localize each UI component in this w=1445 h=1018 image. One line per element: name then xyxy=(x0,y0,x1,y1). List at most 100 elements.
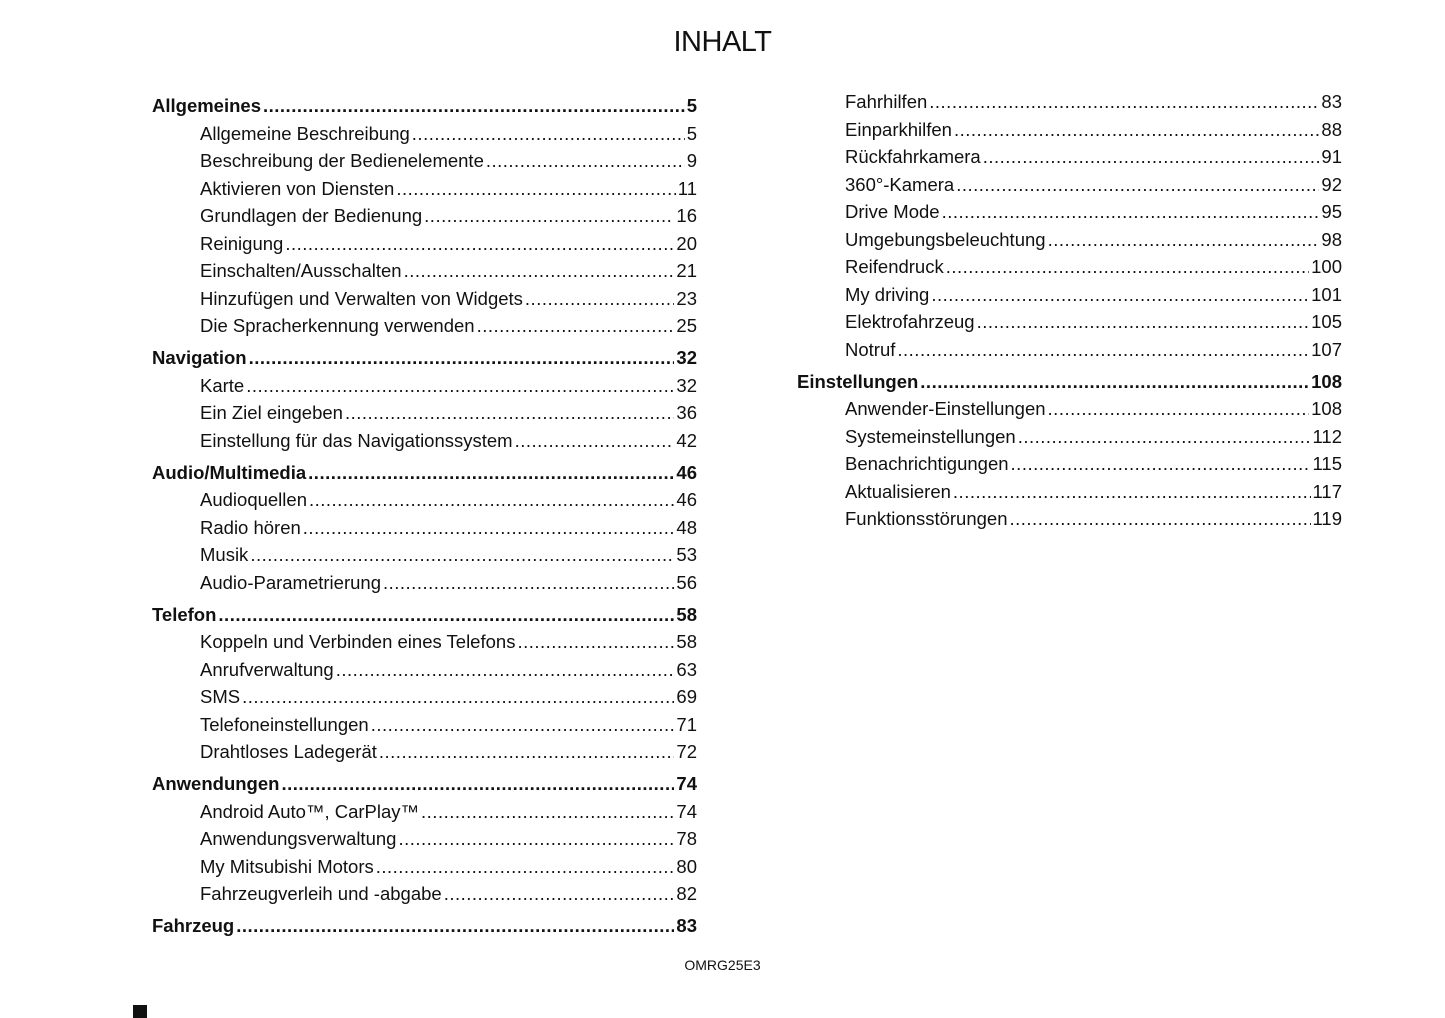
toc-entry[interactable]: Aktualisieren 117 xyxy=(797,478,1342,506)
toc-entry[interactable]: Aktivieren von Diensten 11 xyxy=(152,175,697,203)
toc-entry[interactable]: Die Spracherkennung verwenden 25 xyxy=(152,312,697,340)
toc-label: Rückfahrkamera xyxy=(845,146,981,167)
dot-leader xyxy=(525,285,675,313)
toc-entry[interactable]: Rückfahrkamera 91 xyxy=(797,143,1342,171)
toc-label: My Mitsubishi Motors xyxy=(200,855,374,877)
toc-page-number: 119 xyxy=(1312,508,1343,529)
dot-leader xyxy=(897,336,1309,364)
toc-entry[interactable]: Funktionsstörungen 119 xyxy=(797,505,1342,533)
toc-entry[interactable]: Grundlagen der Bedienung 16 xyxy=(152,202,697,230)
dot-leader xyxy=(942,198,1320,226)
dot-leader xyxy=(1018,423,1311,451)
toc-page-number: 46 xyxy=(676,489,697,510)
toc-entry[interactable]: Benachrichtigungen 115 xyxy=(797,450,1342,478)
toc-label: Benachrichtigungen xyxy=(845,453,1009,474)
dot-leader xyxy=(246,372,674,400)
toc-page-number: 82 xyxy=(676,883,697,904)
toc-page-number: 48 xyxy=(676,516,697,538)
toc-entry[interactable]: Musik 53 xyxy=(152,541,697,569)
toc-label: Navigation xyxy=(152,347,247,368)
toc-entry[interactable]: Allgemeine Beschreibung 5 xyxy=(152,120,697,148)
toc-section[interactable]: Fahrzeug 83 xyxy=(152,912,697,940)
dot-leader xyxy=(396,175,675,203)
toc-entry[interactable]: Android Auto™, CarPlay™ 74 xyxy=(152,798,697,826)
toc-entry[interactable]: 360°-Kamera 92 xyxy=(797,171,1342,199)
toc-label: Hinzufügen und Verwalten von Widgets xyxy=(200,287,523,309)
toc-entry[interactable]: Elektrofahrzeug 105 xyxy=(797,308,1342,336)
toc-entry[interactable]: Audio-Parametrierung 56 xyxy=(152,569,697,597)
toc-page-number: 115 xyxy=(1312,453,1343,474)
toc-entry[interactable]: Reifendruck 100 xyxy=(797,253,1342,281)
dot-leader xyxy=(281,770,674,798)
toc-entry[interactable]: Umgebungsbeleuchtung 98 xyxy=(797,226,1342,254)
toc-page-number: 56 xyxy=(676,571,697,593)
toc-page-number: 71 xyxy=(676,713,697,735)
toc-entry[interactable]: My driving 101 xyxy=(797,281,1342,309)
toc-entry[interactable]: Fahrhilfen 83 xyxy=(797,88,1342,116)
document-code: OMRG25E3 xyxy=(684,957,761,973)
toc-entry[interactable]: Notruf 107 xyxy=(797,336,1342,364)
toc-label: Drahtloses Ladegerät xyxy=(200,741,377,762)
toc-entry[interactable]: Fahrzeugverleih und -abgabe 82 xyxy=(152,880,697,908)
dot-leader xyxy=(309,486,674,514)
toc-label: Anrufverwaltung xyxy=(200,658,334,680)
toc-section[interactable]: Einstellungen 108 xyxy=(797,368,1342,396)
toc-entry[interactable]: Systemeinstellungen 112 xyxy=(797,423,1342,451)
toc-entry[interactable]: Anwendungsverwaltung 78 xyxy=(152,825,697,853)
toc-section[interactable]: Anwendungen 74 xyxy=(152,770,697,798)
toc-label: Einparkhilfen xyxy=(845,118,952,140)
toc-label: Die Spracherkennung verwenden xyxy=(200,315,475,336)
dot-leader xyxy=(303,514,675,542)
toc-entry[interactable]: Einstellung für das Navigationssystem 42 xyxy=(152,427,697,455)
toc-page-number: 95 xyxy=(1321,201,1342,222)
toc-page-number: 117 xyxy=(1312,480,1343,502)
toc-entry[interactable]: Telefoneinstellungen 71 xyxy=(152,711,697,739)
toc-entry[interactable]: Reinigung 20 xyxy=(152,230,697,258)
dot-leader xyxy=(953,478,1311,506)
toc-entry[interactable]: My Mitsubishi Motors 80 xyxy=(152,853,697,881)
toc-entry[interactable]: Karte 32 xyxy=(152,372,697,400)
toc-section[interactable]: Telefon 58 xyxy=(152,601,697,629)
toc-section[interactable]: Navigation 32 xyxy=(152,344,697,372)
toc-page-number: 80 xyxy=(676,855,697,877)
toc-section[interactable]: Allgemeines 5 xyxy=(152,92,697,120)
toc-label: Musik xyxy=(200,544,249,565)
page-title: INHALT xyxy=(673,26,772,58)
toc-entry[interactable]: Anwender-Einstellungen 108 xyxy=(797,395,1342,423)
toc-page-number: 5 xyxy=(686,95,697,116)
toc-entry[interactable]: Radio hören 48 xyxy=(152,514,697,542)
toc-label: Allgemeines xyxy=(152,95,261,116)
dot-leader xyxy=(379,738,675,766)
toc-label: Audioquellen xyxy=(200,489,307,510)
dot-leader xyxy=(345,399,674,427)
toc-entry[interactable]: Beschreibung der Bedienelemente 9 xyxy=(152,147,697,175)
toc-entry[interactable]: Drahtloses Ladegerät 72 xyxy=(152,738,697,766)
toc-page-number: 46 xyxy=(676,461,697,483)
toc-entry[interactable]: Einparkhilfen 88 xyxy=(797,116,1342,144)
dot-leader xyxy=(371,711,675,739)
toc-section[interactable]: Audio/Multimedia 46 xyxy=(152,459,697,487)
toc-page-number: 101 xyxy=(1311,283,1342,305)
dot-leader xyxy=(404,257,675,285)
toc-entry[interactable]: SMS 69 xyxy=(152,683,697,711)
toc-entry[interactable]: Koppeln und Verbinden eines Telefons 58 xyxy=(152,628,697,656)
dot-leader xyxy=(336,656,675,684)
toc-page-number: 58 xyxy=(676,603,697,625)
toc-page-number: 100 xyxy=(1311,256,1342,277)
toc-entry[interactable]: Audioquellen 46 xyxy=(152,486,697,514)
toc-label: Notruf xyxy=(845,338,896,360)
toc-label: SMS xyxy=(200,686,241,707)
toc-entry[interactable]: Ein Ziel eingeben 36 xyxy=(152,399,697,427)
dot-leader xyxy=(954,116,1319,144)
toc-entry[interactable]: Einschalten/Ausschalten 21 xyxy=(152,257,697,285)
dot-leader xyxy=(412,120,685,148)
dot-leader xyxy=(444,880,675,908)
dot-leader xyxy=(218,601,674,629)
dot-leader xyxy=(983,143,1320,171)
toc-entry[interactable]: Drive Mode 95 xyxy=(797,198,1342,226)
toc-label: Anwender-Einstellungen xyxy=(845,398,1046,419)
toc-entry[interactable]: Hinzufügen und Verwalten von Widgets 23 xyxy=(152,285,697,313)
toc-entry[interactable]: Anrufverwaltung 63 xyxy=(152,656,697,684)
dot-leader xyxy=(1048,226,1320,254)
toc-label: Fahrzeugverleih und -abgabe xyxy=(200,883,442,904)
